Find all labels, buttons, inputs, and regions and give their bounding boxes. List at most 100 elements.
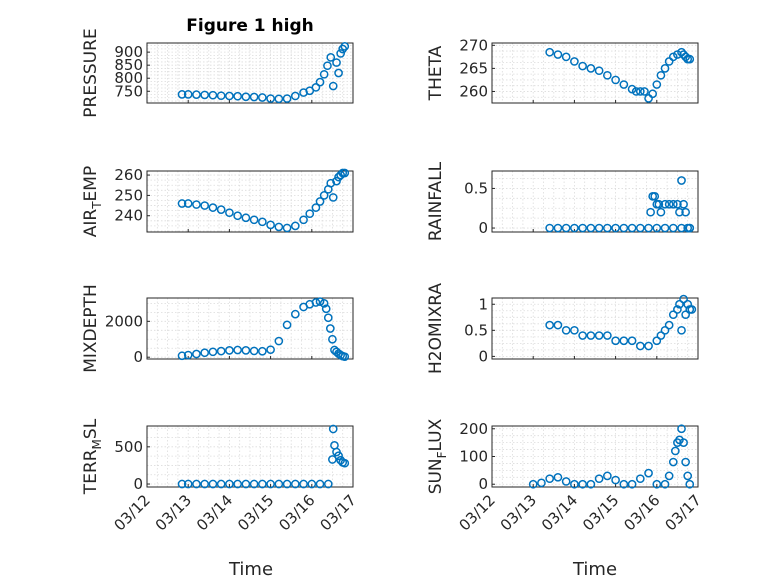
data-point — [336, 170, 345, 180]
data-point — [266, 94, 275, 103]
data-point — [648, 89, 658, 99]
data-point — [673, 305, 682, 314]
data-point — [578, 479, 587, 489]
data-point — [611, 75, 620, 85]
data-point — [328, 334, 337, 344]
data-point — [677, 325, 686, 335]
x-tick-label: 03/12 — [111, 491, 154, 534]
data-point — [611, 336, 620, 346]
data-point — [553, 320, 563, 330]
data-point — [627, 479, 637, 489]
data-point — [192, 479, 201, 489]
data-point — [640, 87, 649, 96]
data-point — [326, 52, 336, 62]
y-axis-label: H2OMIXRA — [426, 283, 446, 374]
data-point — [635, 341, 645, 351]
data-point — [660, 479, 670, 489]
data-point — [685, 223, 695, 233]
data-point — [586, 479, 596, 489]
data-point — [652, 336, 662, 346]
data-point — [635, 474, 645, 484]
data-point — [611, 223, 620, 233]
y-axis-label: TERRMSL — [81, 418, 104, 495]
data-point — [660, 199, 670, 209]
data-point — [627, 336, 637, 346]
data-point — [586, 223, 596, 233]
data-point — [545, 320, 555, 330]
data-point — [656, 331, 666, 340]
data-point — [679, 294, 688, 304]
data-point — [668, 310, 678, 320]
y-tick-label: 1 — [478, 295, 488, 313]
data-point — [578, 331, 587, 340]
plot-area — [491, 42, 699, 104]
data-point — [233, 345, 242, 355]
x-axis-label-right: Time — [572, 559, 617, 580]
subplot-2: 260 265 270 THETA — [426, 36, 699, 104]
y-tick-label: 270 — [459, 36, 488, 54]
data-point — [594, 474, 604, 484]
y-axis-label: RAINFALL — [426, 161, 446, 241]
data-point — [681, 310, 690, 320]
data-point — [570, 479, 579, 489]
data-point — [603, 471, 612, 481]
data-point — [340, 352, 350, 362]
data-point — [225, 346, 234, 355]
data-point — [537, 478, 546, 488]
figure-title: Figure 1 high — [186, 16, 314, 36]
data-point — [183, 199, 193, 208]
data-point — [679, 199, 688, 209]
data-point — [311, 203, 321, 212]
data-point — [177, 351, 187, 361]
data-point — [528, 479, 538, 489]
data-point — [578, 223, 587, 233]
data-point — [652, 479, 662, 489]
data-point — [681, 457, 690, 467]
data-point — [340, 42, 350, 51]
x-tick-label: 03/12 — [456, 491, 499, 534]
data-point — [553, 50, 563, 59]
data-point — [233, 211, 242, 221]
data-point — [334, 451, 343, 461]
plot-area — [146, 297, 354, 360]
y-axis-label: PRESSURE — [81, 28, 101, 117]
axes-box — [491, 297, 699, 360]
data-point — [307, 479, 317, 489]
data-point — [332, 58, 341, 67]
data-point — [282, 320, 292, 330]
data-point — [652, 223, 662, 233]
data-point — [603, 331, 612, 340]
data-point — [216, 205, 226, 214]
y-tick-label: 265 — [459, 59, 488, 77]
data-point — [619, 479, 629, 489]
data-point — [319, 191, 329, 200]
data-point — [635, 223, 645, 233]
y-axis-label: SUNFLUX — [426, 418, 449, 494]
data-point — [619, 80, 629, 89]
data-point — [561, 223, 571, 233]
axes-box — [146, 425, 354, 488]
data-point — [644, 223, 653, 233]
data-point — [644, 468, 653, 478]
data-point — [619, 336, 629, 346]
data-point — [274, 94, 284, 104]
data-point — [668, 199, 678, 209]
data-point — [594, 331, 604, 340]
data-point — [561, 477, 571, 486]
data-point — [266, 345, 275, 355]
data-point — [586, 64, 596, 73]
data-point — [241, 479, 251, 489]
y-tick-label: 2000 — [105, 312, 143, 330]
data-point — [570, 325, 579, 335]
data-point — [561, 52, 571, 62]
data-point — [603, 70, 612, 80]
data-point — [290, 479, 300, 489]
data-point — [594, 223, 604, 233]
y-axis-label: THETA — [426, 45, 446, 101]
data-point — [249, 92, 259, 102]
data-point — [664, 471, 674, 481]
data-point — [183, 479, 193, 489]
data-point — [192, 200, 201, 209]
